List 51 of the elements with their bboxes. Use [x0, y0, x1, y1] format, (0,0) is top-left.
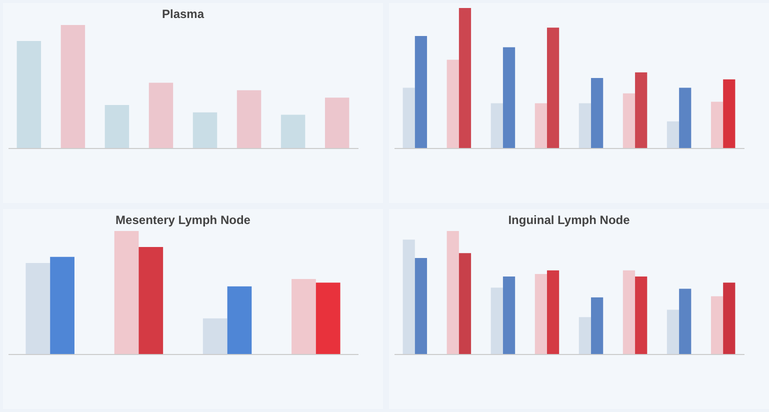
bar	[148, 82, 174, 148]
bar	[578, 103, 592, 148]
bar	[402, 240, 415, 354]
bar	[591, 78, 604, 148]
bar	[534, 274, 547, 354]
bar	[292, 278, 316, 354]
chart-title: Mesentery Lymph Node	[116, 213, 251, 227]
bar	[227, 286, 252, 354]
bar	[534, 103, 547, 148]
bar	[280, 114, 306, 148]
bar	[458, 8, 472, 148]
bar	[578, 317, 592, 354]
bar	[546, 270, 560, 354]
bar	[414, 36, 428, 148]
bar	[60, 25, 86, 148]
bar	[324, 98, 350, 148]
bar	[666, 310, 680, 354]
bar	[710, 296, 724, 354]
bar	[502, 276, 516, 354]
bar	[666, 121, 680, 148]
bar	[446, 60, 459, 148]
bar	[16, 40, 42, 148]
bar	[723, 79, 736, 148]
bar	[502, 47, 516, 148]
bar	[679, 88, 692, 148]
bar	[622, 270, 636, 354]
bar	[679, 288, 692, 354]
chart-title: Inguinal Lymph Node	[508, 213, 630, 227]
bar	[114, 231, 139, 354]
bar	[710, 102, 724, 148]
bar	[635, 72, 648, 148]
bar	[104, 104, 130, 148]
bar	[138, 246, 164, 354]
bar	[192, 112, 218, 148]
chart-title: Plasma	[162, 7, 204, 21]
bar	[490, 103, 503, 148]
bar	[458, 253, 472, 354]
bar	[402, 88, 415, 148]
bar	[546, 28, 560, 148]
bar	[202, 318, 228, 354]
bar	[591, 297, 604, 354]
bar	[622, 93, 636, 148]
bar	[316, 282, 340, 354]
bar	[446, 231, 459, 354]
bar	[490, 288, 503, 354]
bar	[50, 256, 74, 354]
bar	[236, 90, 262, 148]
bar	[723, 282, 736, 354]
bar	[26, 262, 50, 354]
bar	[414, 258, 428, 354]
bar	[635, 276, 648, 354]
